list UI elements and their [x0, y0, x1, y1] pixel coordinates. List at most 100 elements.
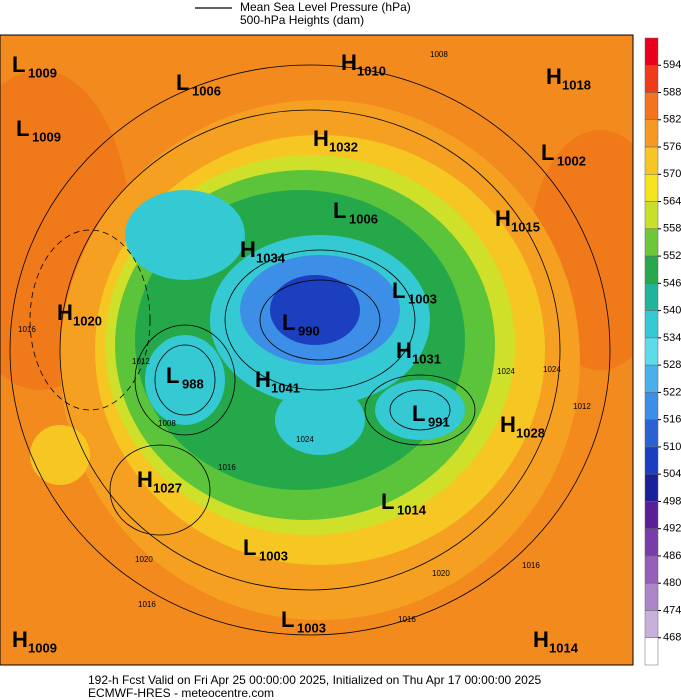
system-pressure: 1006: [349, 211, 378, 226]
colorbar-box: [644, 392, 659, 420]
colorbar-tick-label: 492: [663, 523, 681, 535]
system-letter: H: [57, 300, 73, 325]
legend-item: 500-hPa Heights (dam): [240, 13, 364, 27]
system-pressure: 1009: [32, 129, 61, 144]
system-pressure: 1009: [28, 65, 57, 80]
colorbar-tick-label: 534: [663, 332, 681, 344]
system-letter: L: [333, 198, 346, 223]
contour-label: 1008: [158, 419, 176, 428]
system-letter: L: [16, 116, 29, 141]
system-pressure: 1003: [408, 291, 437, 306]
system-pressure: 1018: [562, 77, 591, 92]
contour-label: 1016: [398, 615, 416, 624]
field-band: [375, 380, 465, 440]
contour-label: 1012: [573, 402, 591, 411]
system-letter: L: [381, 489, 394, 514]
colorbar-box: [644, 146, 659, 175]
colorbar-tick-label: 564: [663, 195, 681, 207]
colorbar-tick-label: 504: [663, 468, 681, 480]
colorbar-box: [644, 337, 659, 366]
contour-label: 1016: [522, 561, 540, 570]
system-pressure: 1002: [557, 153, 586, 168]
colorbar-tick-label: 588: [663, 86, 681, 98]
system-pressure: 1020: [73, 313, 102, 328]
system-letter: L: [541, 140, 554, 165]
colorbar-box: [644, 419, 659, 448]
colorbar-box: [644, 637, 659, 666]
system-letter: L: [412, 401, 425, 426]
field-band: [275, 385, 365, 455]
map-frame: [0, 34, 634, 666]
colorbar-box: [644, 65, 659, 93]
colorbar-box: [644, 310, 659, 339]
system-letter: L: [12, 52, 25, 77]
contour-label: 1016: [138, 600, 156, 609]
system-letter: L: [176, 70, 189, 95]
system-letter: H: [495, 206, 511, 231]
contour-label: 1008: [430, 50, 448, 59]
system-letter: H: [137, 467, 153, 492]
system-pressure: 1031: [412, 351, 441, 366]
contour-label: 1024: [296, 435, 314, 444]
colorbar-box: [644, 174, 659, 202]
colorbar-tick-label: 510: [663, 441, 681, 453]
system-pressure: 1009: [28, 640, 57, 655]
colorbar-tick-label: 558: [663, 223, 681, 235]
colorbar-box: [644, 528, 659, 557]
field-band: [270, 275, 360, 345]
system-letter: L: [392, 278, 405, 303]
colorbar-tick-label: 582: [663, 114, 681, 126]
colorbar-tick-label: 594: [663, 59, 681, 71]
colorbar-box: [644, 119, 659, 148]
colorbar-tick-label: 576: [663, 141, 681, 153]
system-letter: H: [533, 627, 549, 652]
system-letter: L: [281, 607, 294, 632]
colorbar-tick-label: 546: [663, 277, 681, 289]
system-letter: H: [240, 237, 256, 262]
footer-line: 192-h Fcst Valid on Fri Apr 25 00:00:00 …: [88, 673, 542, 687]
system-letter: H: [500, 412, 516, 437]
colorbar-box: [644, 92, 659, 121]
colorbar-box: [644, 37, 659, 66]
system-pressure: 988: [182, 376, 204, 391]
contour-label: 1024: [497, 367, 515, 376]
colorbar-tick-label: 522: [663, 386, 681, 398]
colorbar-box: [644, 228, 659, 257]
colorbar-box: [644, 501, 659, 529]
system-letter: L: [282, 310, 295, 335]
system-letter: H: [341, 50, 357, 75]
colorbar-box: [644, 255, 659, 284]
field-band: [145, 335, 225, 425]
system-pressure: 990: [298, 323, 320, 338]
contour-label: 1024: [543, 365, 561, 374]
colorbar-box: [644, 364, 659, 393]
colorbar-box: [644, 446, 659, 475]
system-letter: H: [396, 338, 412, 363]
colorbar-tick-label: 468: [663, 632, 681, 644]
colorbar-tick-label: 474: [663, 604, 681, 616]
system-letter: H: [313, 126, 329, 151]
colorbar-tick-label: 516: [663, 414, 681, 426]
system-pressure: 1003: [297, 620, 326, 635]
colorbar-box: [644, 283, 659, 311]
system-pressure: 1027: [153, 480, 182, 495]
system-pressure: 1006: [192, 83, 221, 98]
system-letter: H: [255, 367, 271, 392]
colorbar-tick-label: 528: [663, 359, 681, 371]
system-letter: L: [166, 363, 179, 388]
colorbar-tick-label: 540: [663, 305, 681, 317]
system-pressure: 1014: [397, 502, 427, 517]
field-band: [30, 425, 90, 485]
system-letter: H: [12, 627, 28, 652]
colorbar-box: [644, 201, 659, 230]
colorbar-box: [644, 555, 659, 584]
system-pressure: 991: [428, 414, 450, 429]
system-pressure: 1032: [329, 139, 358, 154]
contour-label: 1020: [432, 569, 450, 578]
colorbar-tick-label: 480: [663, 577, 681, 589]
system-pressure: 1028: [516, 425, 545, 440]
system-pressure: 1034: [256, 250, 286, 265]
contour-label: 1016: [18, 325, 36, 334]
colorbar-tick-label: 498: [663, 495, 681, 507]
